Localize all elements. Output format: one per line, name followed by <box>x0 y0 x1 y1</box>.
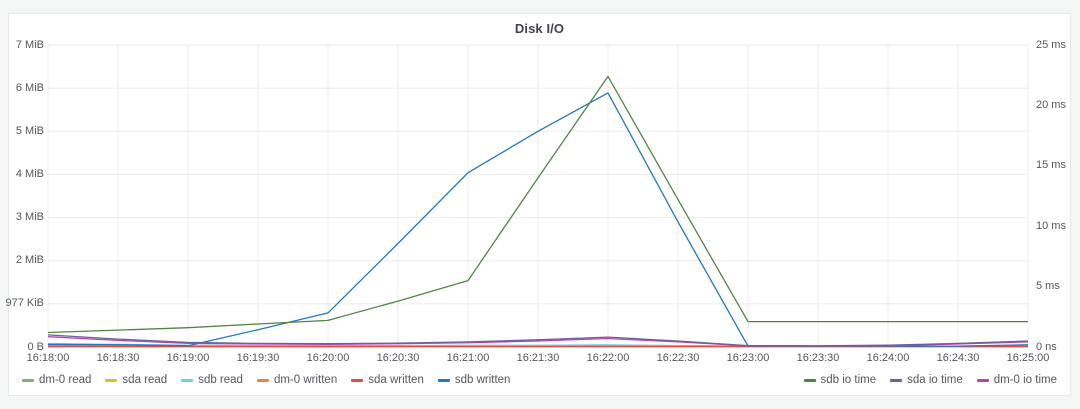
y-left-tick-label: 0 B <box>27 340 44 353</box>
y-right-tick-label: 15 ms <box>1036 159 1066 172</box>
legend-color-dash <box>22 378 34 382</box>
y-right-tick-label: 0 ns <box>1036 340 1057 353</box>
series-line-sda-io-time <box>47 334 1029 347</box>
grid-lines <box>47 44 1029 348</box>
disk-io-panel: Disk I/O <box>8 13 1071 396</box>
series-line-sdb-io-time <box>47 75 1028 334</box>
x-tick-label: 16:24:00 <box>866 352 910 364</box>
legend-item-dm-0-read[interactable]: dm-0 read <box>22 374 91 386</box>
legend-color-dash <box>181 378 194 382</box>
x-tick-label: 16:18:00 <box>26 352 70 364</box>
legend-item-sdb-io-time[interactable]: sdb io time <box>803 374 877 386</box>
x-tick-label: 16:20:30 <box>376 352 420 364</box>
legend-label: sda read <box>122 374 168 386</box>
x-tick-label: 16:20:00 <box>306 352 350 364</box>
legend-item-dm-0-written[interactable]: dm-0 written <box>256 374 338 386</box>
y-left-tick-label: 2 MiB <box>15 254 44 267</box>
legend-label: dm-0 read <box>39 374 92 386</box>
x-tick-label: 16:22:00 <box>586 352 630 364</box>
legend-item-sda-io-time[interactable]: sda io time <box>890 374 963 386</box>
x-tick-label: 16:18:30 <box>96 352 140 364</box>
legend-label: dm-0 io time <box>993 374 1057 386</box>
legend-row: dm-0 read sda read sdb read dm-0 written sda… <box>8 370 1071 390</box>
x-tick-label: 16:23:00 <box>726 352 770 364</box>
y-left-tick-label: 3 MiB <box>15 211 44 224</box>
y-right-tick-label: 10 ms <box>1036 219 1066 232</box>
y-right-tick-label: 20 ms <box>1036 98 1066 111</box>
legend-right-group: sdb io time sda io time dm-0 io time <box>803 374 1057 386</box>
y-right-tick-label: 5 ms <box>1036 280 1060 293</box>
x-tick-label: 16:19:30 <box>236 352 280 364</box>
legend-left-group: dm-0 read sda read sdb read dm-0 written sda… <box>22 374 510 386</box>
y-left-tick-label: 7 MiB <box>15 38 44 51</box>
legend-item-dm-0-io-time[interactable]: dm-0 io time <box>976 374 1057 386</box>
legend-color-dash <box>976 378 989 382</box>
legend-color-dash <box>351 378 364 382</box>
legend-item-sda-read[interactable]: sda read <box>105 374 167 386</box>
legend-label: sdb io time <box>820 374 877 386</box>
legend-color-dash <box>890 378 903 382</box>
legend-item-sdb-read[interactable]: sdb read <box>181 374 243 386</box>
legend-label: sdb read <box>198 374 243 386</box>
legend-label: sda io time <box>907 374 963 386</box>
x-tick-label: 16:25:00 <box>1006 352 1050 364</box>
x-tick-label: 16:19:00 <box>166 352 210 364</box>
panel-title[interactable]: Disk I/O <box>514 21 565 36</box>
x-tick-label: 16:21:00 <box>446 352 490 364</box>
legend-color-dash <box>105 378 118 382</box>
legend-item-sdb-written[interactable]: sdb written <box>437 374 511 386</box>
legend-label: sdb written <box>454 374 511 386</box>
y-right-tick-label: 25 ms <box>1036 38 1066 51</box>
y-left-tick-label: 4 MiB <box>15 167 44 180</box>
legend-color-dash <box>256 378 269 382</box>
y-left-tick-label: 6 MiB <box>15 81 44 94</box>
x-tick-label: 16:22:30 <box>656 352 700 364</box>
y-left-tick-label: 5 MiB <box>15 124 44 137</box>
legend-item-sda-written[interactable]: sda written <box>351 374 424 386</box>
legend-label: sda written <box>368 374 424 386</box>
series-lines <box>47 75 1029 348</box>
legend-color-dash <box>437 378 450 382</box>
x-tick-label: 16:23:30 <box>796 352 840 364</box>
legend-label: dm-0 written <box>273 374 338 386</box>
y-left-tick-label: 977 KiB <box>5 297 44 310</box>
x-tick-label: 16:24:30 <box>936 352 980 364</box>
legend-color-dash <box>803 378 816 382</box>
x-tick-label: 16:21:30 <box>516 352 560 364</box>
